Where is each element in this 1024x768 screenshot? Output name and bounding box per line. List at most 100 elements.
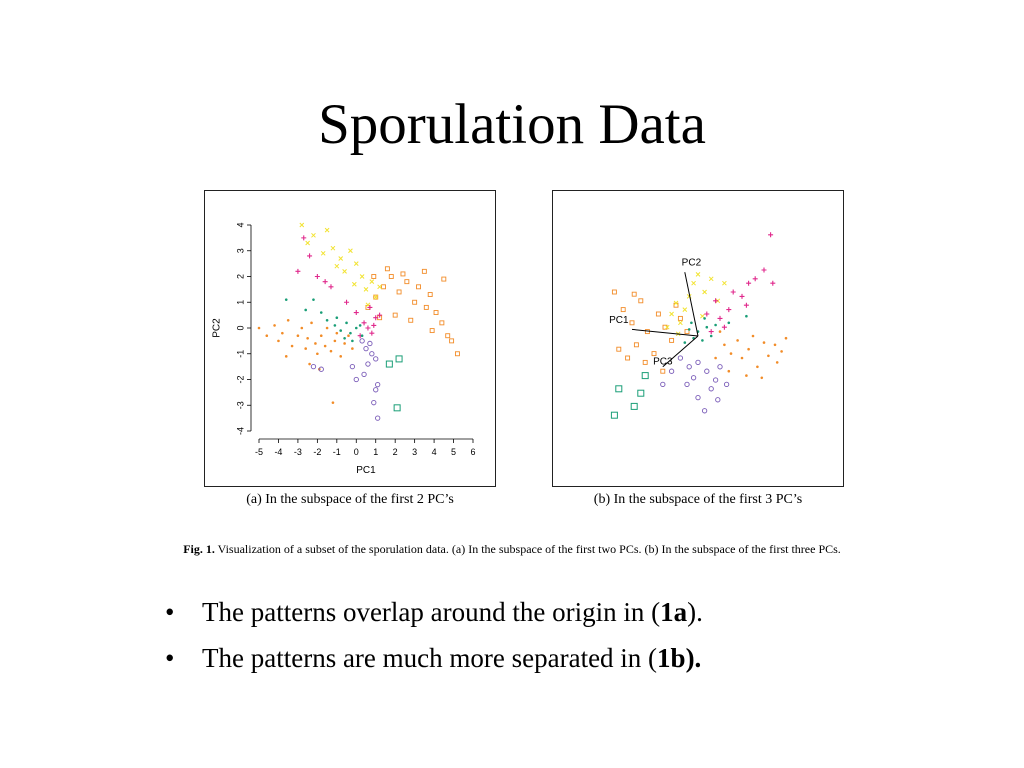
data-point <box>375 381 381 388</box>
point-dot <box>745 374 748 377</box>
data-point <box>695 272 701 277</box>
data-point <box>723 343 726 347</box>
point-square <box>412 299 418 305</box>
data-point <box>351 281 357 287</box>
point-dot <box>331 401 335 404</box>
figure-caption-label: Fig. 1. <box>183 542 215 556</box>
point-dot <box>265 334 269 338</box>
data-point <box>333 324 337 327</box>
point-dot <box>319 334 323 338</box>
bullet-marker: • <box>165 597 175 627</box>
data-point <box>290 344 294 348</box>
point-dot <box>316 352 319 356</box>
point-dot <box>335 331 339 335</box>
point-circle <box>690 375 697 381</box>
data-point <box>669 337 675 343</box>
point-x <box>338 256 344 261</box>
point-dot <box>284 355 288 358</box>
data-point <box>365 325 371 331</box>
point-dot <box>351 339 354 343</box>
point-dot <box>286 318 290 322</box>
point-plus <box>361 320 367 326</box>
data-point <box>375 415 381 421</box>
point-plus <box>726 307 732 313</box>
data-point <box>620 307 626 313</box>
data-point <box>354 326 358 330</box>
data-point <box>631 291 637 297</box>
point-square <box>611 289 617 295</box>
point-square <box>445 333 451 339</box>
bullet-text: The patterns overlap around the origin i… <box>202 597 661 627</box>
data-point <box>316 352 319 356</box>
data-point <box>304 308 307 312</box>
y-tick-label: 3 <box>235 248 245 253</box>
point-dot <box>354 326 358 330</box>
point-square <box>396 289 402 295</box>
data-point <box>743 302 749 308</box>
data-point <box>361 371 367 378</box>
point-square <box>381 284 386 290</box>
data-point <box>348 248 353 254</box>
data-point <box>361 320 367 326</box>
data-point <box>339 355 343 358</box>
point-dot <box>333 324 337 327</box>
data-point <box>385 360 393 368</box>
data-point <box>373 387 379 393</box>
data-point <box>702 289 707 295</box>
point-dot <box>300 326 304 330</box>
point-x <box>691 280 696 286</box>
data-point <box>367 304 373 310</box>
data-point <box>439 320 445 326</box>
data-point <box>373 315 379 321</box>
data-point <box>642 359 648 365</box>
data-point <box>762 341 766 344</box>
point-plus <box>353 310 359 316</box>
data-point <box>284 355 288 358</box>
data-point <box>684 329 690 335</box>
point-square <box>416 284 421 290</box>
point-x <box>359 274 365 279</box>
data-point <box>770 280 776 286</box>
data-point <box>395 355 403 363</box>
data-point <box>369 330 375 336</box>
point-dot <box>729 352 733 355</box>
point-plus <box>752 276 758 282</box>
data-point <box>351 339 354 343</box>
point-x <box>334 263 340 269</box>
data-point <box>343 342 346 345</box>
data-point <box>669 311 674 317</box>
point-plus <box>761 267 767 273</box>
point-dot <box>343 337 346 340</box>
point-dot <box>310 321 313 325</box>
data-point <box>312 298 315 301</box>
point-dot <box>323 344 327 348</box>
data-point <box>429 328 435 334</box>
data-point <box>708 276 714 282</box>
point-dot <box>780 350 783 353</box>
data-point <box>768 232 774 238</box>
data-point <box>610 411 618 419</box>
point-plus <box>328 284 334 290</box>
figure-caption: Fig. 1. Visualization of a subset of the… <box>0 542 1024 557</box>
point-x <box>702 289 707 295</box>
point-square <box>404 279 410 285</box>
x-tick-label: 6 <box>470 447 475 457</box>
y-tick-label: 0 <box>235 325 245 330</box>
scatter-plot-3d: PC1 PC2 PC3 <box>609 232 788 419</box>
data-point <box>715 397 721 403</box>
data-point <box>265 334 269 338</box>
data-point <box>718 330 722 333</box>
point-dot <box>767 354 770 358</box>
data-point <box>330 245 336 251</box>
data-point <box>416 284 421 290</box>
data-point <box>616 346 622 352</box>
point-x <box>682 307 688 312</box>
point-dot <box>273 324 276 327</box>
data-point <box>353 376 359 383</box>
bullet-tail: ). <box>687 597 703 627</box>
point-x <box>708 276 714 282</box>
point-square <box>641 372 649 380</box>
point-circle <box>375 381 381 388</box>
point-x <box>324 227 330 233</box>
point-circle <box>701 408 708 414</box>
